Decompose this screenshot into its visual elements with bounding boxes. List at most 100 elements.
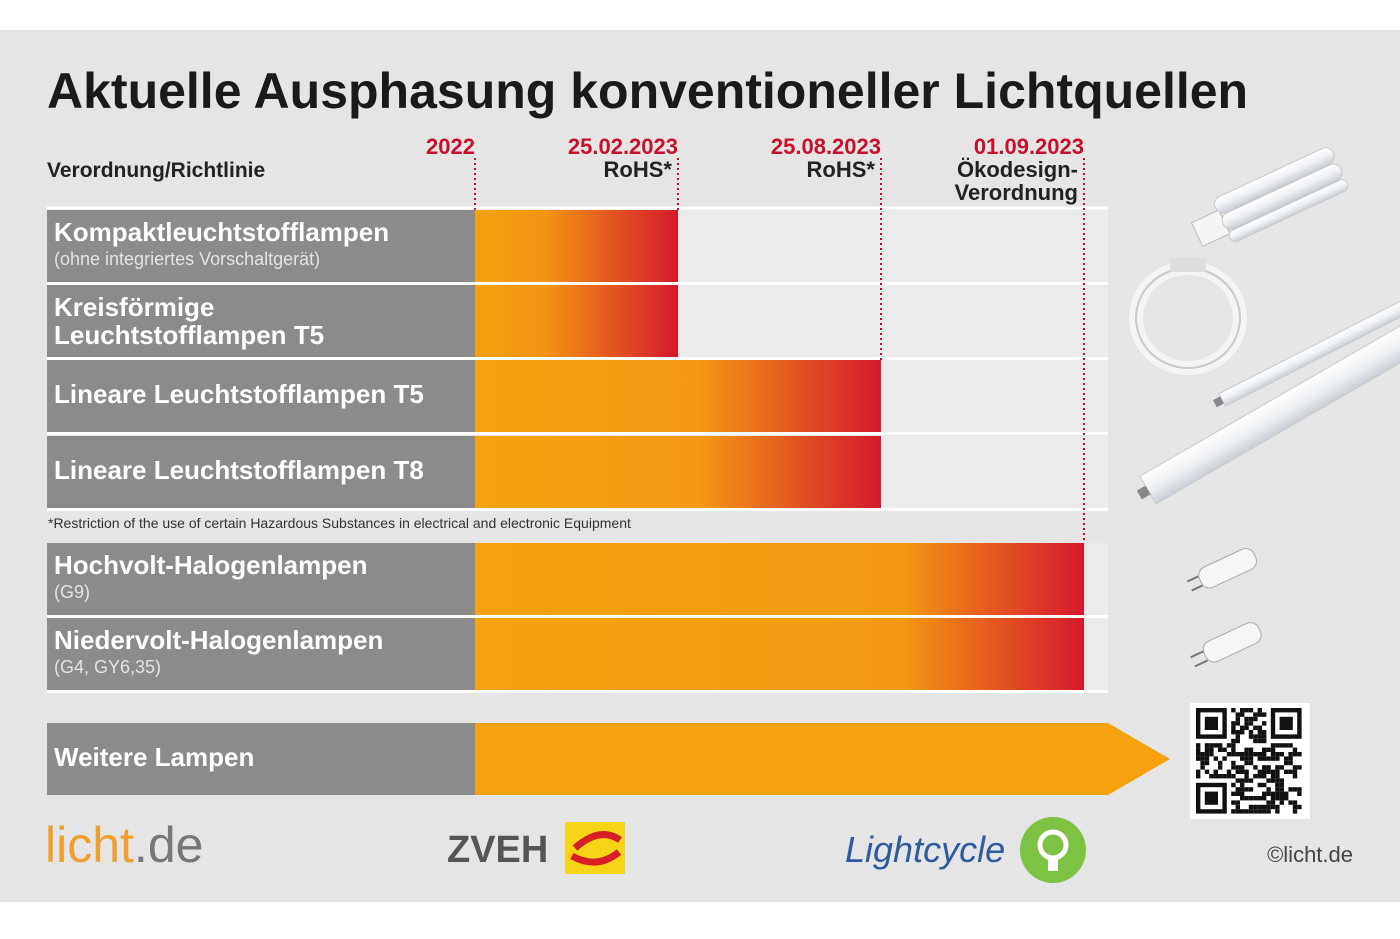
qr-module: [1266, 747, 1271, 752]
qr-module: [1262, 769, 1267, 774]
qr-module: [1266, 809, 1271, 814]
qr-module: [1235, 752, 1240, 757]
qr-module: [1275, 778, 1280, 783]
qr-module: [1270, 774, 1276, 779]
row-label-box: [47, 210, 475, 282]
qr-module: [1226, 769, 1232, 774]
qr-module: [1292, 800, 1298, 805]
qr-module: [1209, 752, 1214, 757]
logo-licht: licht.de: [45, 817, 203, 873]
qr-module: [1292, 787, 1298, 792]
qr-module: [1196, 769, 1201, 774]
row-label-box: [47, 436, 475, 508]
qr-module: [1288, 743, 1293, 748]
qr-module: [1288, 752, 1293, 757]
milestone-regulation: RoHS*: [807, 157, 876, 182]
qr-module: [1235, 734, 1240, 739]
qr-module: [1257, 730, 1262, 735]
qr-module: [1226, 752, 1232, 757]
qr-module: [1262, 730, 1267, 735]
logo-licht-main: licht: [45, 817, 134, 873]
qr-module: [1244, 725, 1249, 730]
phase-out-bar: [475, 618, 1084, 690]
qr-module: [1240, 708, 1245, 713]
qr-module: [1231, 774, 1236, 779]
qr-module: [1292, 765, 1298, 770]
qr-module: [1231, 752, 1236, 757]
qr-module: [1244, 809, 1249, 814]
qr-module: [1262, 734, 1267, 739]
qr-module: [1248, 716, 1254, 722]
qr-module: [1288, 756, 1293, 761]
qr-module: [1240, 809, 1245, 814]
qr-module: [1292, 804, 1298, 810]
qr-module: [1284, 760, 1289, 766]
qr-module: [1248, 730, 1254, 735]
qr-module: [1275, 752, 1280, 757]
phase-out-bar: [475, 285, 678, 357]
qr-module: [1196, 774, 1201, 779]
qr-module: [1266, 756, 1271, 761]
qr-module: [1231, 809, 1236, 814]
qr-module: [1266, 791, 1271, 796]
qr-module: [1275, 809, 1280, 814]
qr-module: [1266, 800, 1271, 805]
qr-module: [1270, 769, 1276, 774]
qr-module: [1231, 708, 1236, 713]
qr-module: [1262, 752, 1267, 757]
phase-out-bar: [475, 360, 881, 432]
qr-module: [1262, 721, 1267, 726]
milestone-date: 2022: [426, 134, 475, 159]
qr-module: [1226, 743, 1232, 748]
header-label: Verordnung/Richtlinie: [47, 159, 265, 182]
row-label: Lineare Leuchtstofflampen T5: [54, 379, 424, 409]
qr-module: [1240, 765, 1245, 770]
qr-module: [1275, 774, 1280, 779]
qr-module: [1279, 743, 1284, 748]
qr-module: [1266, 778, 1271, 783]
logo-zveh-swoosh: [570, 831, 623, 866]
qr-module: [1240, 778, 1245, 783]
qr-module: [1218, 760, 1223, 766]
qr-module: [1262, 747, 1267, 752]
qr-module: [1231, 721, 1236, 726]
qr-module: [1235, 738, 1240, 744]
qr-module: [1231, 800, 1236, 805]
qr-module: [1275, 791, 1280, 796]
milestone-regulation: Ökodesign-: [957, 157, 1078, 182]
row-note: (G4, GY6,35): [54, 657, 161, 677]
qr-module: [1284, 743, 1289, 748]
qr-module: [1253, 765, 1258, 770]
qr-module: [1218, 743, 1223, 748]
qr-module: [1240, 796, 1245, 801]
footnote: *Restriction of the use of certain Hazar…: [48, 515, 631, 531]
qr-module: [1235, 804, 1240, 810]
qr-module: [1284, 791, 1289, 796]
qr-module: [1226, 774, 1232, 779]
qr-module: [1297, 791, 1302, 796]
qr-module: [1253, 712, 1258, 717]
qr-module: [1284, 796, 1289, 801]
qr-module: [1213, 743, 1218, 748]
row-note: (G9): [54, 582, 90, 602]
row-label: Leuchtstofflampen T5: [54, 320, 324, 350]
qr-module: [1270, 743, 1276, 748]
qr-module: [1204, 747, 1210, 752]
qr-module: [1248, 796, 1254, 801]
qr-module: [1288, 769, 1293, 774]
qr-module: [1266, 787, 1271, 792]
logo-licht-tld: .de: [134, 817, 204, 873]
qr-module: [1231, 743, 1236, 748]
qr-module: [1257, 774, 1262, 779]
qr-module: [1257, 752, 1262, 757]
qr-finder: [1279, 716, 1293, 730]
qr-module: [1253, 774, 1258, 779]
qr-module: [1253, 752, 1258, 757]
qr-module: [1235, 791, 1240, 796]
qr-module: [1279, 778, 1284, 783]
row-note: (ohne integriertes Vorschaltgerät): [54, 249, 320, 269]
qr-module: [1235, 809, 1240, 814]
qr-module: [1270, 752, 1276, 757]
qr-module: [1231, 725, 1236, 730]
